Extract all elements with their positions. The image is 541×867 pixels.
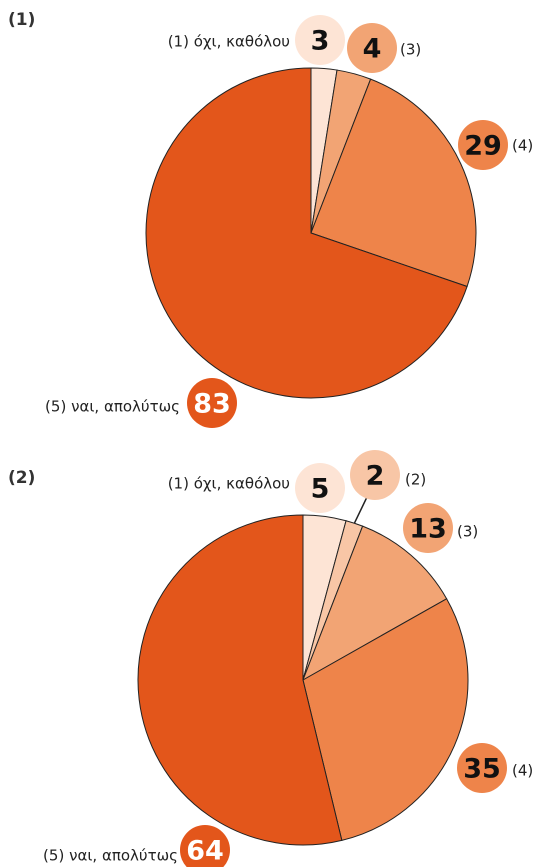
category-label: (3) (400, 41, 421, 59)
category-label: (4) (512, 762, 533, 780)
label-badge (180, 825, 230, 867)
label-badge (350, 450, 400, 500)
category-label: (1) όχι, καθόλου (168, 33, 290, 51)
label-badge (295, 15, 345, 65)
data-label: 13 (409, 514, 447, 545)
label-badge (187, 378, 237, 428)
data-label: 3 (311, 26, 330, 57)
data-label: 5 (311, 474, 330, 505)
pie-slice (310, 78, 477, 288)
category-label: (5) ναι, απολύτως (43, 847, 178, 865)
data-label: 83 (193, 389, 231, 420)
category-label: (4) (512, 137, 533, 155)
data-label: 4 (363, 34, 382, 65)
pie-slice (302, 598, 469, 841)
category-label: (1) όχι, καθόλου (168, 475, 290, 493)
category-label: (3) (457, 523, 478, 541)
category-label: (5) ναι, απολύτως (45, 398, 180, 416)
pie-slice (137, 514, 343, 846)
leader-line (353, 496, 368, 524)
chart-title: (1) (8, 10, 35, 30)
data-label: 35 (463, 754, 501, 785)
category-label: (2) (405, 471, 426, 489)
pie-slice (145, 67, 468, 399)
chart-title: (2) (8, 468, 35, 488)
label-badge (295, 463, 345, 513)
label-badge (457, 743, 507, 793)
data-label: 2 (366, 461, 385, 492)
label-badge (347, 23, 397, 73)
data-label: 29 (464, 131, 502, 162)
label-badge (458, 120, 508, 170)
label-badge (403, 503, 453, 553)
pie-slice (302, 525, 448, 682)
data-label: 64 (186, 836, 224, 867)
